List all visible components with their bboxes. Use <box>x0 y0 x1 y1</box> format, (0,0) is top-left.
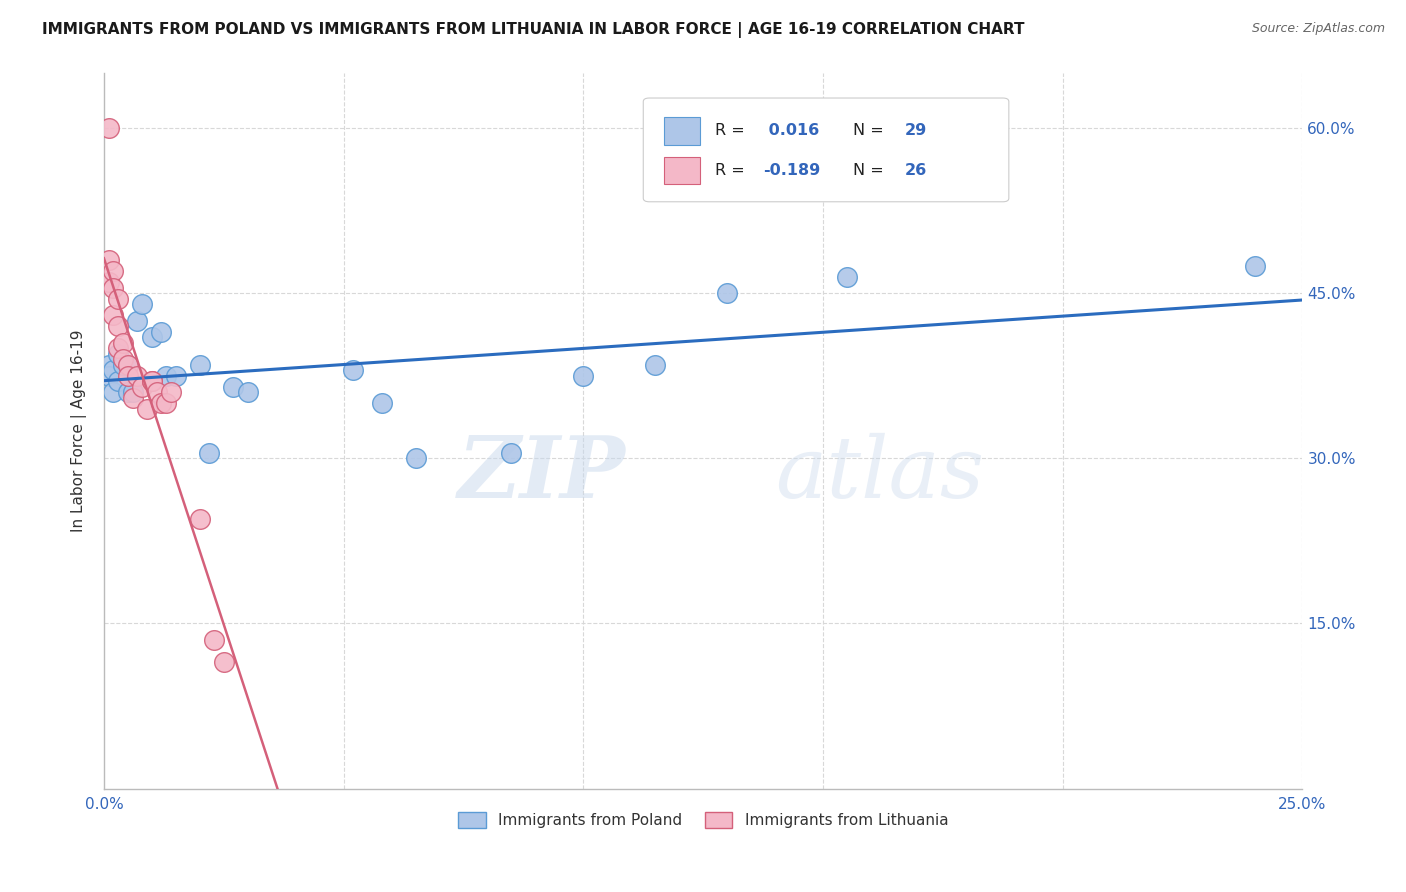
Text: R =: R = <box>716 163 749 178</box>
Point <box>103 308 125 322</box>
Point <box>117 368 139 383</box>
Point <box>188 512 211 526</box>
Point <box>112 352 135 367</box>
Text: N =: N = <box>853 163 889 178</box>
Text: 26: 26 <box>904 163 927 178</box>
Point <box>103 363 125 377</box>
Point <box>117 385 139 400</box>
Point <box>112 358 135 372</box>
Point <box>342 363 364 377</box>
Point <box>405 451 427 466</box>
Text: IMMIGRANTS FROM POLAND VS IMMIGRANTS FROM LITHUANIA IN LABOR FORCE | AGE 16-19 C: IMMIGRANTS FROM POLAND VS IMMIGRANTS FRO… <box>42 22 1025 38</box>
Point <box>107 319 129 334</box>
Point <box>212 655 235 669</box>
Point <box>145 385 167 400</box>
Point <box>572 368 595 383</box>
Point <box>97 368 120 383</box>
FancyBboxPatch shape <box>644 98 1010 202</box>
FancyBboxPatch shape <box>664 118 700 145</box>
Point <box>97 275 120 289</box>
Point <box>141 374 163 388</box>
Text: -0.189: -0.189 <box>763 163 820 178</box>
Point <box>107 292 129 306</box>
Point <box>117 358 139 372</box>
Point <box>121 391 143 405</box>
Point <box>188 358 211 372</box>
Point <box>97 358 120 372</box>
Point <box>97 253 120 268</box>
Point <box>127 313 149 327</box>
Point <box>236 385 259 400</box>
Point <box>165 368 187 383</box>
Text: N =: N = <box>853 123 889 138</box>
Text: R =: R = <box>716 123 749 138</box>
Point <box>155 396 177 410</box>
Point <box>107 341 129 355</box>
Point <box>371 396 394 410</box>
Point <box>141 330 163 344</box>
Point <box>202 632 225 647</box>
Point <box>127 368 149 383</box>
Text: 0.016: 0.016 <box>763 123 820 138</box>
Point <box>716 286 738 301</box>
Point <box>155 368 177 383</box>
Point <box>136 401 159 416</box>
Y-axis label: In Labor Force | Age 16-19: In Labor Force | Age 16-19 <box>72 329 87 532</box>
Point <box>103 280 125 294</box>
Point <box>107 374 129 388</box>
Legend: Immigrants from Poland, Immigrants from Lithuania: Immigrants from Poland, Immigrants from … <box>453 806 955 835</box>
Point <box>141 374 163 388</box>
FancyBboxPatch shape <box>664 157 700 184</box>
Point <box>160 385 183 400</box>
Text: atlas: atlas <box>775 433 984 515</box>
Text: ZIP: ZIP <box>457 432 626 516</box>
Point <box>222 380 245 394</box>
Point <box>131 297 153 311</box>
Point <box>150 396 173 410</box>
Point <box>1243 259 1265 273</box>
Text: 29: 29 <box>904 123 927 138</box>
Point <box>150 325 173 339</box>
Point <box>198 446 221 460</box>
Point <box>103 385 125 400</box>
Point <box>131 380 153 394</box>
Text: Source: ZipAtlas.com: Source: ZipAtlas.com <box>1251 22 1385 36</box>
Point <box>835 269 858 284</box>
Point <box>103 264 125 278</box>
Point <box>112 335 135 350</box>
Point <box>644 358 666 372</box>
Point <box>501 446 523 460</box>
Point <box>97 121 120 136</box>
Point <box>107 347 129 361</box>
Point <box>121 385 143 400</box>
Point <box>117 358 139 372</box>
